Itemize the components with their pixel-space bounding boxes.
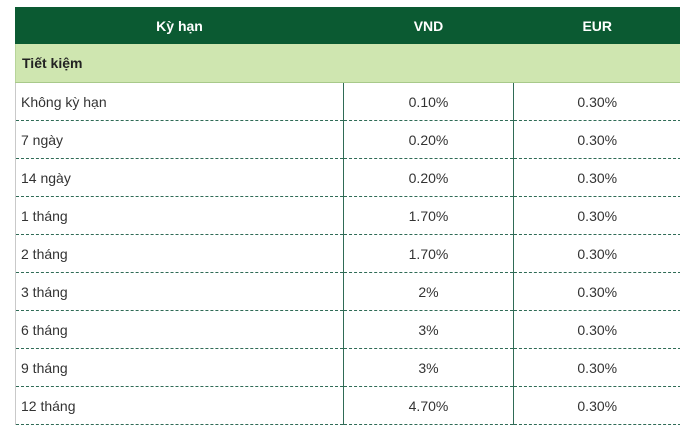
eur-cell: 0.30% — [514, 311, 680, 349]
table-row: Không kỳ hạn 0.10% 0.30% — [16, 83, 680, 121]
term-cell: 2 tháng — [16, 235, 344, 273]
term-cell: 3 tháng — [16, 273, 344, 311]
table-row: 12 tháng 4.70% 0.30% — [16, 387, 680, 425]
term-cell: 7 ngày — [16, 121, 344, 159]
header-vnd: VND — [344, 7, 514, 44]
section-label: Tiết kiệm — [16, 44, 680, 83]
term-cell: 6 tháng — [16, 311, 344, 349]
vnd-cell: 1.70% — [344, 235, 514, 273]
header-term: Kỳ hạn — [16, 7, 344, 44]
eur-cell: 0.30% — [514, 387, 680, 425]
eur-cell: 0.30% — [514, 121, 680, 159]
vnd-cell: 3% — [344, 349, 514, 387]
table-row: 1 tháng 1.70% 0.30% — [16, 197, 680, 235]
vnd-cell: 1.70% — [344, 197, 514, 235]
vnd-cell: 2% — [344, 273, 514, 311]
table-row: 3 tháng 2% 0.30% — [16, 273, 680, 311]
vnd-cell: 3% — [344, 311, 514, 349]
vnd-cell: 0.20% — [344, 121, 514, 159]
table-header-row: Kỳ hạn VND EUR — [16, 7, 680, 44]
vnd-cell: 0.10% — [344, 83, 514, 121]
eur-cell: 0.30% — [514, 159, 680, 197]
eur-cell: 0.30% — [514, 349, 680, 387]
term-cell: 14 ngày — [16, 159, 344, 197]
vnd-cell: 0.20% — [344, 159, 514, 197]
term-cell: 1 tháng — [16, 197, 344, 235]
header-eur: EUR — [514, 7, 680, 44]
term-cell: 12 tháng — [16, 387, 344, 425]
eur-cell: 0.30% — [514, 235, 680, 273]
table-row: 14 ngày 0.20% 0.30% — [16, 159, 680, 197]
eur-cell: 0.30% — [514, 273, 680, 311]
term-cell: Không kỳ hạn — [16, 83, 344, 121]
eur-cell: 0.30% — [514, 83, 680, 121]
table-row: 9 tháng 3% 0.30% — [16, 349, 680, 387]
table-row: 2 tháng 1.70% 0.30% — [16, 235, 680, 273]
eur-cell: 0.30% — [514, 197, 680, 235]
term-cell: 9 tháng — [16, 349, 344, 387]
section-row-savings: Tiết kiệm — [16, 44, 680, 83]
vnd-cell: 4.70% — [344, 387, 514, 425]
interest-rate-table: Kỳ hạn VND EUR Tiết kiệm Không kỳ hạn 0.… — [15, 7, 680, 425]
table-row: 6 tháng 3% 0.30% — [16, 311, 680, 349]
table-row: 7 ngày 0.20% 0.30% — [16, 121, 680, 159]
